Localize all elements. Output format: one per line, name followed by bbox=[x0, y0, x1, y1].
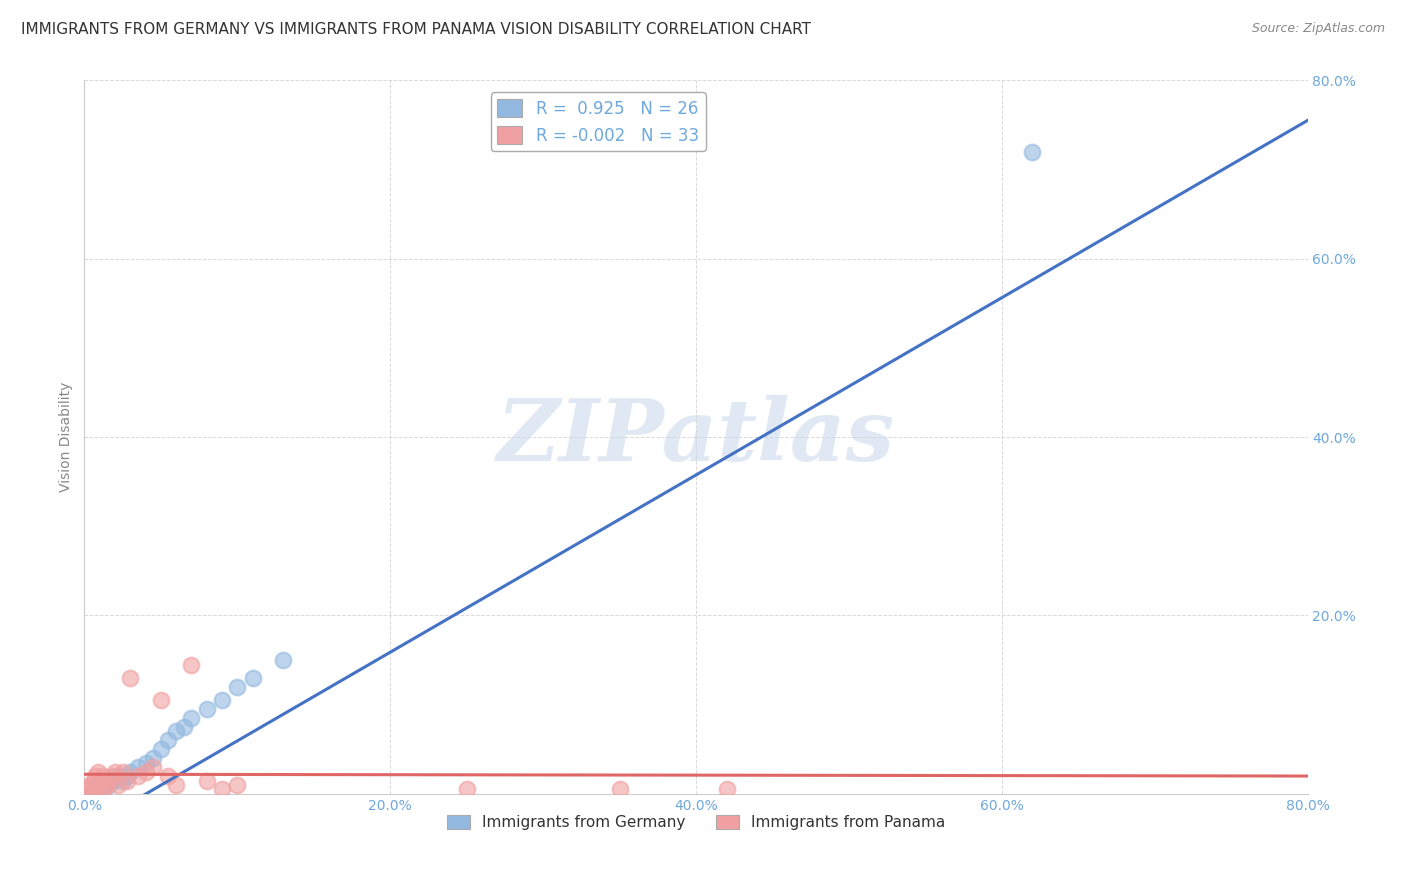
Text: Source: ZipAtlas.com: Source: ZipAtlas.com bbox=[1251, 22, 1385, 36]
Point bbox=[76, 782, 98, 797]
Point bbox=[84, 769, 107, 783]
Point bbox=[91, 778, 114, 792]
Text: ZIPatlas: ZIPatlas bbox=[496, 395, 896, 479]
Point bbox=[226, 778, 249, 792]
Point bbox=[115, 773, 138, 788]
Point bbox=[107, 778, 129, 792]
Point bbox=[97, 773, 120, 788]
Point bbox=[142, 751, 165, 765]
Point bbox=[120, 764, 142, 779]
Point bbox=[79, 778, 101, 792]
Point bbox=[115, 769, 138, 783]
Point bbox=[89, 780, 111, 794]
Point bbox=[165, 724, 187, 739]
Point bbox=[211, 782, 233, 797]
Point bbox=[97, 778, 120, 792]
Point bbox=[609, 782, 631, 797]
Point bbox=[87, 764, 110, 779]
Point bbox=[242, 671, 264, 685]
Point bbox=[1021, 145, 1043, 159]
Y-axis label: Vision Disability: Vision Disability bbox=[59, 382, 73, 492]
Point bbox=[135, 764, 157, 779]
Text: IMMIGRANTS FROM GERMANY VS IMMIGRANTS FROM PANAMA VISION DISABILITY CORRELATION : IMMIGRANTS FROM GERMANY VS IMMIGRANTS FR… bbox=[21, 22, 811, 37]
Point bbox=[101, 769, 124, 783]
Point bbox=[211, 693, 233, 707]
Point bbox=[195, 702, 218, 716]
Point bbox=[101, 773, 124, 788]
Legend: Immigrants from Germany, Immigrants from Panama: Immigrants from Germany, Immigrants from… bbox=[440, 809, 952, 836]
Point bbox=[149, 742, 172, 756]
Point bbox=[195, 773, 218, 788]
Point bbox=[173, 720, 195, 734]
Point bbox=[83, 782, 105, 797]
Point bbox=[111, 773, 134, 788]
Point bbox=[91, 769, 114, 783]
Point bbox=[93, 782, 115, 797]
Point bbox=[77, 780, 100, 794]
Point bbox=[142, 760, 165, 774]
Point bbox=[180, 711, 202, 725]
Point bbox=[127, 760, 149, 774]
Point bbox=[456, 782, 478, 797]
Point bbox=[94, 778, 117, 792]
Point bbox=[89, 778, 111, 792]
Point bbox=[135, 756, 157, 770]
Point bbox=[104, 764, 127, 779]
Point bbox=[83, 773, 105, 788]
Point bbox=[271, 653, 294, 667]
Point bbox=[157, 769, 180, 783]
Point bbox=[165, 778, 187, 792]
Point bbox=[226, 680, 249, 694]
Point bbox=[180, 657, 202, 672]
Point bbox=[111, 764, 134, 779]
Point bbox=[127, 769, 149, 783]
Point bbox=[94, 776, 117, 790]
Point bbox=[86, 780, 108, 794]
Point bbox=[80, 784, 103, 798]
Point bbox=[716, 782, 738, 797]
Point bbox=[120, 671, 142, 685]
Point bbox=[90, 773, 112, 788]
Point bbox=[149, 693, 172, 707]
Point bbox=[157, 733, 180, 747]
Point bbox=[104, 771, 127, 785]
Point bbox=[107, 769, 129, 783]
